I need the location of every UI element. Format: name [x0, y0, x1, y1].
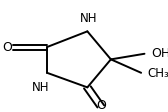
Text: O: O	[2, 41, 12, 54]
Text: O: O	[96, 99, 106, 112]
Text: NH: NH	[32, 81, 49, 94]
Text: OH: OH	[151, 47, 168, 60]
Text: CH₃: CH₃	[148, 67, 168, 80]
Text: NH: NH	[80, 12, 98, 25]
